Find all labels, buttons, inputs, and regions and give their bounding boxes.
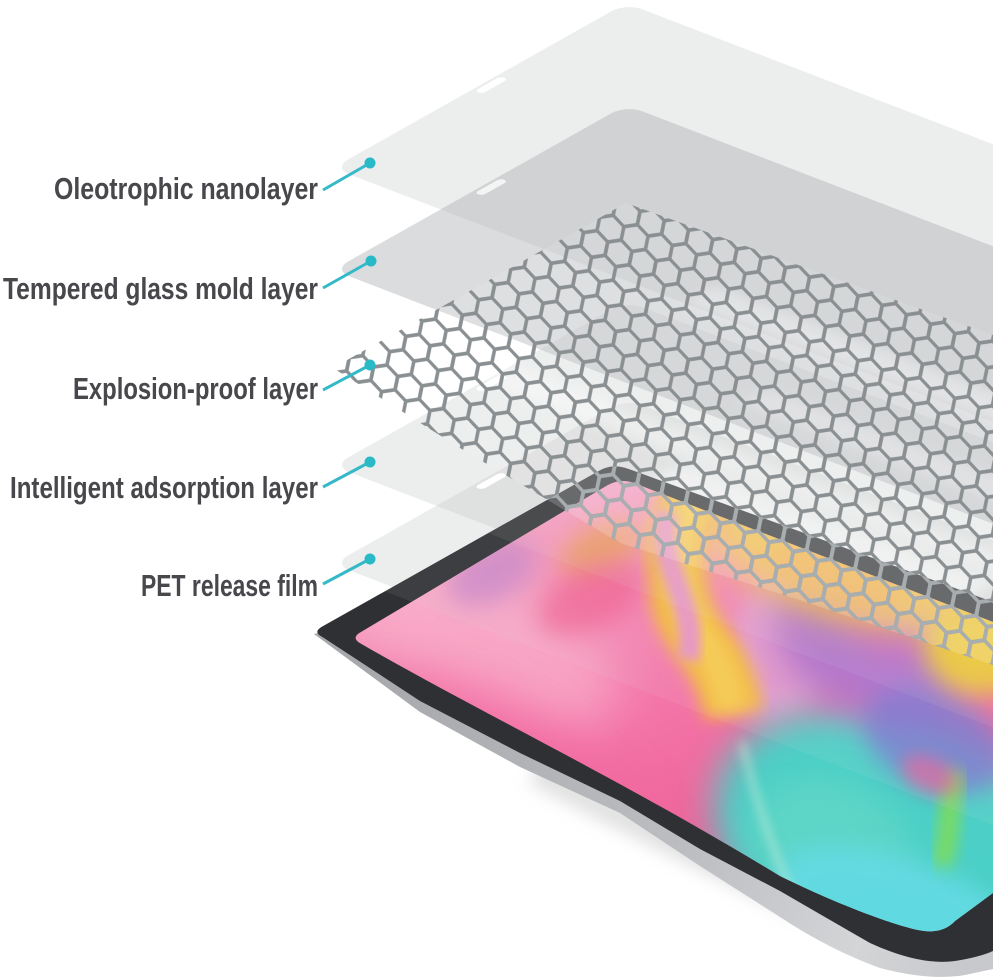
- svg-text:Oleotrophic nanolayer: Oleotrophic nanolayer: [54, 172, 318, 206]
- svg-text:PET release film: PET release film: [141, 569, 318, 603]
- svg-text:Tempered glass mold layer: Tempered glass mold layer: [3, 272, 318, 306]
- svg-text:Intelligent adsorption layer: Intelligent adsorption layer: [10, 471, 318, 505]
- svg-text:Explosion-proof layer: Explosion-proof layer: [73, 372, 318, 406]
